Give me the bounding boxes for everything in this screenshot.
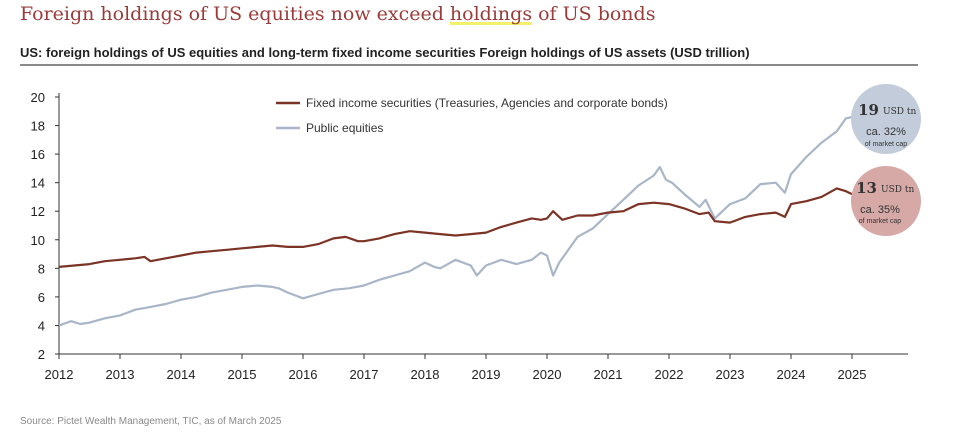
- highlighted-word: holdings: [449, 3, 533, 25]
- y-tick-label: 18: [31, 119, 45, 134]
- fixed-income-bubble-unit: USD tn: [881, 185, 914, 195]
- axes: 2 4 6 8 10 12 14 16 18 20 2012 2013 2014 2015 2016 2017…: [31, 90, 908, 382]
- y-tick-label: 8: [38, 261, 45, 276]
- equities-bubble-unit: USD tn: [883, 107, 916, 117]
- x-tick-label: 2012: [45, 367, 74, 382]
- x-tick-label: 2021: [594, 367, 623, 382]
- chart-subtitle: US: foreign holdings of US equities and …: [20, 45, 750, 60]
- x-tick-label: 2017: [350, 367, 379, 382]
- value-bubbles: 19 USD tn ca. 32% of market cap 13 USD t…: [851, 84, 921, 236]
- y-tick-label: 12: [31, 204, 45, 219]
- equities-series-line: [58, 110, 858, 327]
- equities-bubble-value: 19: [858, 101, 879, 119]
- y-tick-label: 2: [38, 347, 45, 362]
- fixed-income-value-bubble: 13 USD tn ca. 35% of market cap: [851, 166, 921, 236]
- legend: Fixed income securities (Treasuries, Age…: [276, 96, 668, 135]
- fixed-income-bubble-note: of market cap: [859, 218, 902, 225]
- fixed-income-bubble-share: ca. 35%: [860, 204, 900, 216]
- y-tick-label: 4: [38, 318, 45, 333]
- x-tick-label: 2024: [777, 367, 806, 382]
- line-chart: 2 4 6 8 10 12 14 16 18 20 2012 2013 2014 2015 2016 2017…: [31, 84, 921, 382]
- x-tick-label: 2016: [289, 367, 318, 382]
- series-lines: [58, 110, 858, 327]
- header-divider: [20, 64, 918, 66]
- y-tick-label: 16: [31, 147, 45, 162]
- y-tick-label: 20: [31, 90, 45, 105]
- legend-label-equities: Public equities: [306, 121, 383, 135]
- chart-headline: Foreign holdings of US equities now exce…: [20, 3, 656, 25]
- x-tick-label: 2014: [167, 367, 196, 382]
- x-tick-label: 2019: [472, 367, 501, 382]
- source-note: Source: Pictet Wealth Management, TIC, a…: [20, 416, 282, 427]
- y-tick-label: 10: [31, 233, 45, 248]
- x-tick-label: 2020: [533, 367, 562, 382]
- equities-bubble-note: of market cap: [865, 141, 908, 148]
- fixed-income-bubble-value: 13: [856, 179, 877, 197]
- legend-label-fixed-income: Fixed income securities (Treasuries, Age…: [306, 96, 668, 110]
- equities-bubble-share: ca. 32%: [866, 126, 906, 138]
- x-tick-label: 2013: [106, 367, 135, 382]
- equities-bubble-circle: [851, 84, 921, 154]
- fixed-income-series-line: [58, 187, 858, 268]
- equities-value-bubble: 19 USD tn ca. 32% of market cap: [851, 84, 921, 154]
- x-tick-label: 2018: [411, 367, 440, 382]
- x-tick-label: 2023: [716, 367, 745, 382]
- x-tick-label: 2025: [838, 367, 867, 382]
- x-tick-label: 2015: [228, 367, 257, 382]
- y-tick-label: 6: [38, 290, 45, 305]
- y-tick-label: 14: [31, 176, 45, 191]
- fixed-income-bubble-circle: [851, 166, 921, 236]
- x-tick-label: 2022: [655, 367, 684, 382]
